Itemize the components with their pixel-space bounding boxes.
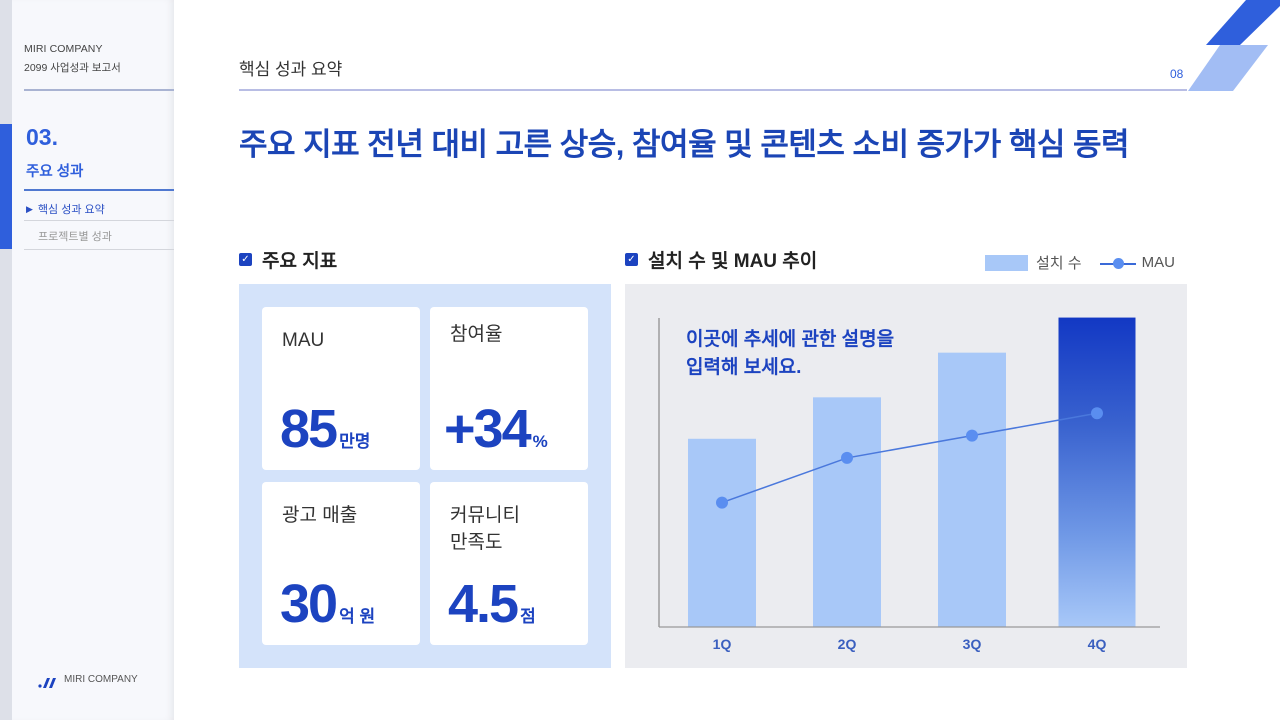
- x-tick-label: 4Q: [1087, 636, 1107, 652]
- page-number: 08: [1170, 67, 1184, 81]
- bar-3Q: [938, 352, 1006, 627]
- kpi-label-line: 만족도: [450, 532, 503, 553]
- combo-chart: [658, 317, 1160, 628]
- legend-bar-swatch-icon: [985, 254, 1028, 271]
- kpi-number: 4.5: [448, 574, 519, 634]
- sidebar-divider: [24, 249, 174, 250]
- checkbox-icon: ✓: [625, 253, 638, 266]
- page-headline: 주요 지표 전년 대비 고른 상승, 참여율 및 콘텐츠 소비 증가가 핵심 동…: [239, 127, 1130, 162]
- legend-bar-label: 설치 수: [1036, 255, 1082, 272]
- sidebar-divider: [24, 89, 174, 91]
- kpi-label: MAU: [282, 330, 325, 351]
- chart-section-label: 설치 수 및 MAU 추이: [648, 251, 818, 272]
- kpi-card-community-satisfaction: 커뮤니티 만족도 4.5 점: [430, 482, 588, 645]
- sidebar-item-project-results[interactable]: 프로젝트별 성과: [38, 231, 112, 243]
- chart-annotation: 이곳에 추세에 관한 설명을 입력해 보세요.: [686, 326, 894, 382]
- legend-line-marker-icon: [1099, 256, 1136, 270]
- annotation-line: 입력해 보세요.: [686, 357, 802, 378]
- kpi-number: 85: [280, 399, 338, 459]
- footer-company-name: MIRI COMPANY: [64, 674, 138, 685]
- mau-line: [721, 412, 1098, 504]
- section-title: 주요 성과: [26, 164, 84, 180]
- mau-point-2Q: [841, 451, 853, 464]
- mau-point-4Q: [1091, 407, 1103, 420]
- sidebar-divider-accent: [24, 189, 174, 191]
- kpi-section-title: ✓ 주요 지표: [239, 246, 337, 273]
- kpi-number: 30: [280, 574, 338, 634]
- mau-markers: [716, 407, 1103, 509]
- sidebar-divider: [24, 220, 174, 221]
- kpi-unit: 만명: [339, 432, 371, 451]
- sidebar: [12, 0, 174, 720]
- header-divider: [239, 89, 1187, 91]
- bar-series: [688, 317, 1136, 627]
- kpi-value: 85 만명: [280, 398, 370, 460]
- left-edge-strip: [0, 0, 12, 720]
- kpi-value: 4.5 점: [448, 573, 536, 635]
- sidebar-item-core-summary[interactable]: ▶ 핵심 성과 요약: [26, 201, 105, 217]
- triangle-right-icon: ▶: [26, 203, 33, 214]
- mau-point-1Q: [716, 496, 728, 509]
- kpi-card-mau: MAU 85 만명: [262, 307, 420, 470]
- header-title: 핵심 성과 요약: [239, 60, 343, 79]
- kpi-unit: 점: [520, 607, 536, 626]
- kpi-unit: %: [532, 432, 548, 451]
- kpi-label: 참여율: [450, 324, 503, 345]
- chart-section-title: ✓ 설치 수 및 MAU 추이: [625, 246, 817, 273]
- corner-decoration-dark: [1206, 0, 1280, 45]
- corner-decoration-light: [1188, 45, 1268, 91]
- kpi-number: +34: [444, 399, 532, 459]
- section-number: 03.: [26, 124, 58, 150]
- kpi-panel: MAU 85 만명 참여율 +34 % 광고 매출 30 억 원 커뮤니티 만족…: [239, 284, 611, 668]
- sidebar-item-label: 핵심 성과 요약: [37, 204, 105, 216]
- x-tick-label: 3Q: [962, 636, 982, 652]
- checkbox-icon: ✓: [239, 253, 252, 266]
- annotation-line: 이곳에 추세에 관한 설명을: [686, 329, 895, 350]
- kpi-card-engagement: 참여율 +34 %: [430, 307, 588, 470]
- kpi-unit: 억 원: [339, 607, 376, 626]
- mau-point-3Q: [966, 429, 978, 442]
- x-tick-label: 1Q: [712, 636, 732, 652]
- kpi-section-label: 주요 지표: [262, 251, 338, 272]
- bar-1Q: [688, 438, 756, 627]
- x-tick-label: 2Q: [837, 636, 857, 652]
- footer-logo: MIRI COMPANY: [38, 674, 138, 688]
- kpi-label: 광고 매출: [282, 505, 358, 526]
- kpi-value: +34 %: [444, 398, 548, 460]
- bar-2Q: [813, 397, 881, 627]
- kpi-card-ad-revenue: 광고 매출 30 억 원: [262, 482, 420, 645]
- sidebar-company: MIRI COMPANY: [24, 43, 103, 55]
- company-logo-icon: [38, 675, 58, 688]
- kpi-label-line: 커뮤니티: [450, 505, 520, 526]
- bar-4Q: [1058, 317, 1136, 627]
- left-edge-accent: [0, 124, 12, 249]
- legend-line-label: MAU: [1141, 254, 1175, 271]
- sidebar-report-title: 2099 사업성과 보고서: [24, 62, 121, 74]
- kpi-value: 30 억 원: [280, 573, 375, 635]
- chart-legend: 설치 수 MAU: [985, 252, 1175, 273]
- kpi-label: 커뮤니티 만족도: [450, 502, 520, 556]
